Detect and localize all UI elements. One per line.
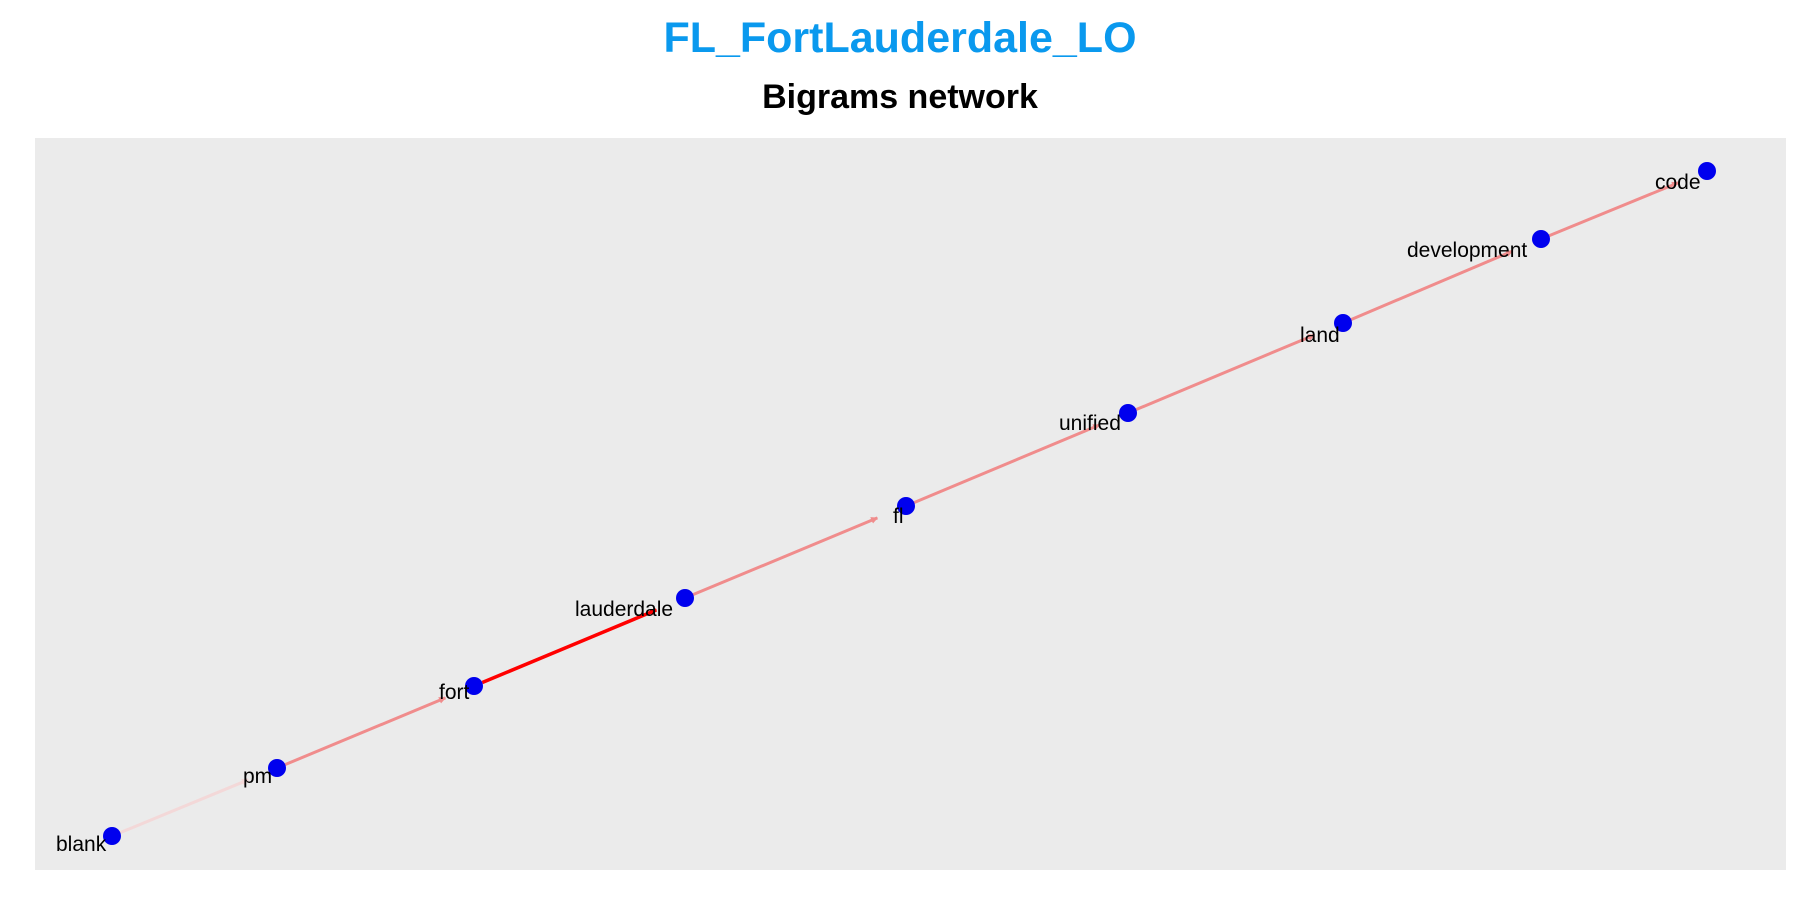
edge-lauderdale-fl [692,516,879,596]
nodes-layer [103,162,1716,845]
node-lauderdale [676,589,694,607]
node-label-code: code [1655,171,1701,194]
node-code [1698,162,1716,180]
node-pm [268,759,286,777]
edges-layer [119,181,1679,834]
labels-layer: blank pm fort lauderdale fl unified land develo… [56,171,1701,856]
node-fort [465,677,483,695]
node-fl [897,497,915,515]
node-label-land: land [1300,324,1340,347]
node-label-unified: unified [1059,412,1121,435]
node-label-pm: pm [243,765,272,788]
edge-blank-pm [119,778,249,834]
node-label-fort: fort [439,681,470,704]
chart-subtitle: Bigrams network [762,78,1038,116]
node-label-fl: fl [893,505,904,528]
node-unified [1119,404,1137,422]
node-development [1532,230,1550,248]
node-label-lauderdale: lauderdale [575,598,673,621]
edge-land-development [1350,249,1514,321]
edge-fort-lauderdale [481,608,658,685]
edge-unified-land [1135,333,1316,411]
node-land [1334,314,1352,332]
edge-development-code [1548,181,1679,237]
node-blank [103,827,121,845]
bigram-network-panel: blank pm fort lauderdale fl unified land develo… [35,138,1786,870]
node-label-blank: blank [56,833,107,856]
edge-fl-unified [913,423,1101,504]
chart-title: FL_FortLauderdale_LO [663,14,1137,62]
node-label-development: development [1407,239,1527,262]
edge-pm-fort [284,696,447,766]
